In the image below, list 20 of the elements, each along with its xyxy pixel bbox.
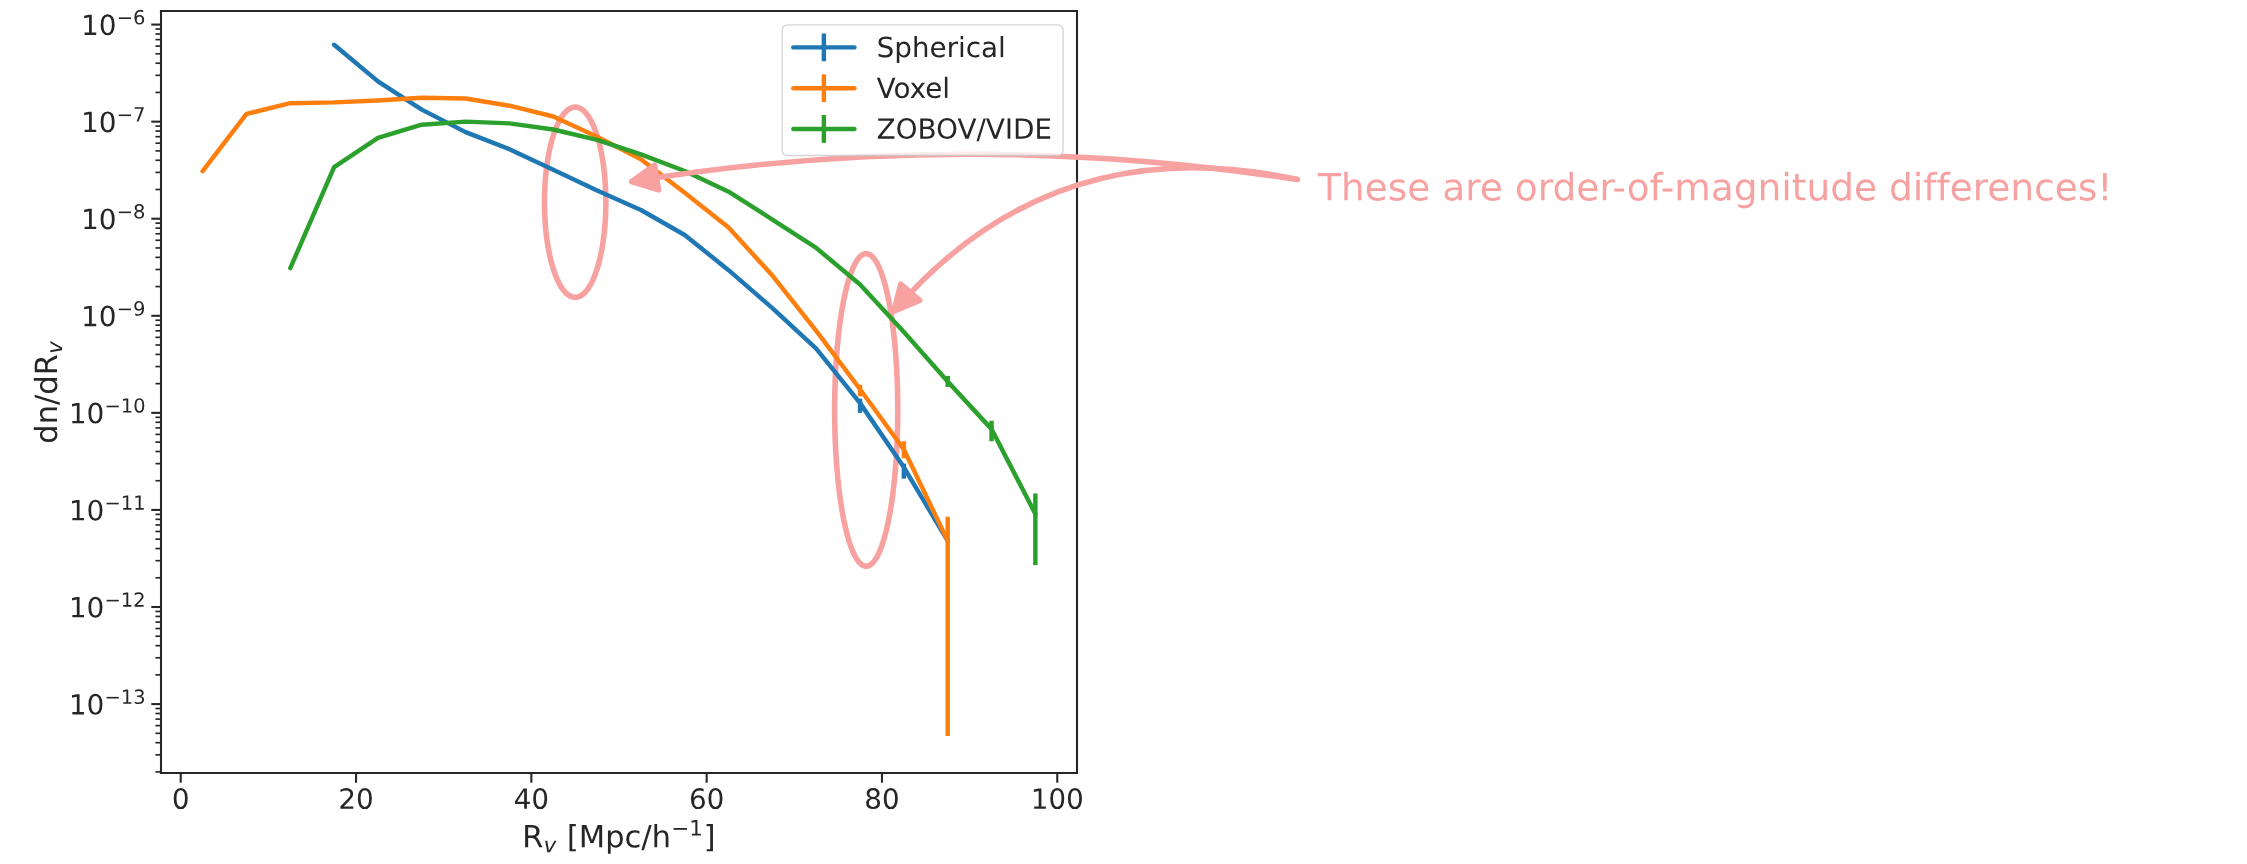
y-tick-label: 10$^{−13}$ xyxy=(71,689,145,715)
legend-label: ZOBOV/VIDE xyxy=(877,118,1051,142)
x-tick-label: 40 xyxy=(515,788,548,810)
y-tick-label: 10$^{−11}$ xyxy=(71,495,144,521)
y-tick-label: 10$^{−9}$ xyxy=(84,301,145,327)
y-axis-title: dn/dR$_{v}$ xyxy=(33,340,63,443)
x-tick-label: 100 xyxy=(1033,788,1082,810)
x-tick-label: 60 xyxy=(690,788,723,810)
x-axis-title: R$_{v}$ [Mpc/h$^{−1}$] xyxy=(525,820,713,854)
y-tick-label: 10$^{−7}$ xyxy=(84,107,144,133)
y-tick-label: 10$^{−10}$ xyxy=(71,398,145,424)
x-tick-label: 20 xyxy=(340,788,372,810)
x-tick-label: 80 xyxy=(866,788,898,810)
y-tick-label: 10$^{−6}$ xyxy=(84,9,145,36)
y-tick-label: 10$^{−8}$ xyxy=(84,204,145,230)
legend-label: Spherical xyxy=(878,36,1004,63)
x-tick-label: 0 xyxy=(173,788,188,810)
legend-label: Voxel xyxy=(876,76,948,99)
text: These are order-of-magnitude differences! xyxy=(1317,171,2107,209)
y-tick-label: 10$^{−12}$ xyxy=(71,592,144,618)
